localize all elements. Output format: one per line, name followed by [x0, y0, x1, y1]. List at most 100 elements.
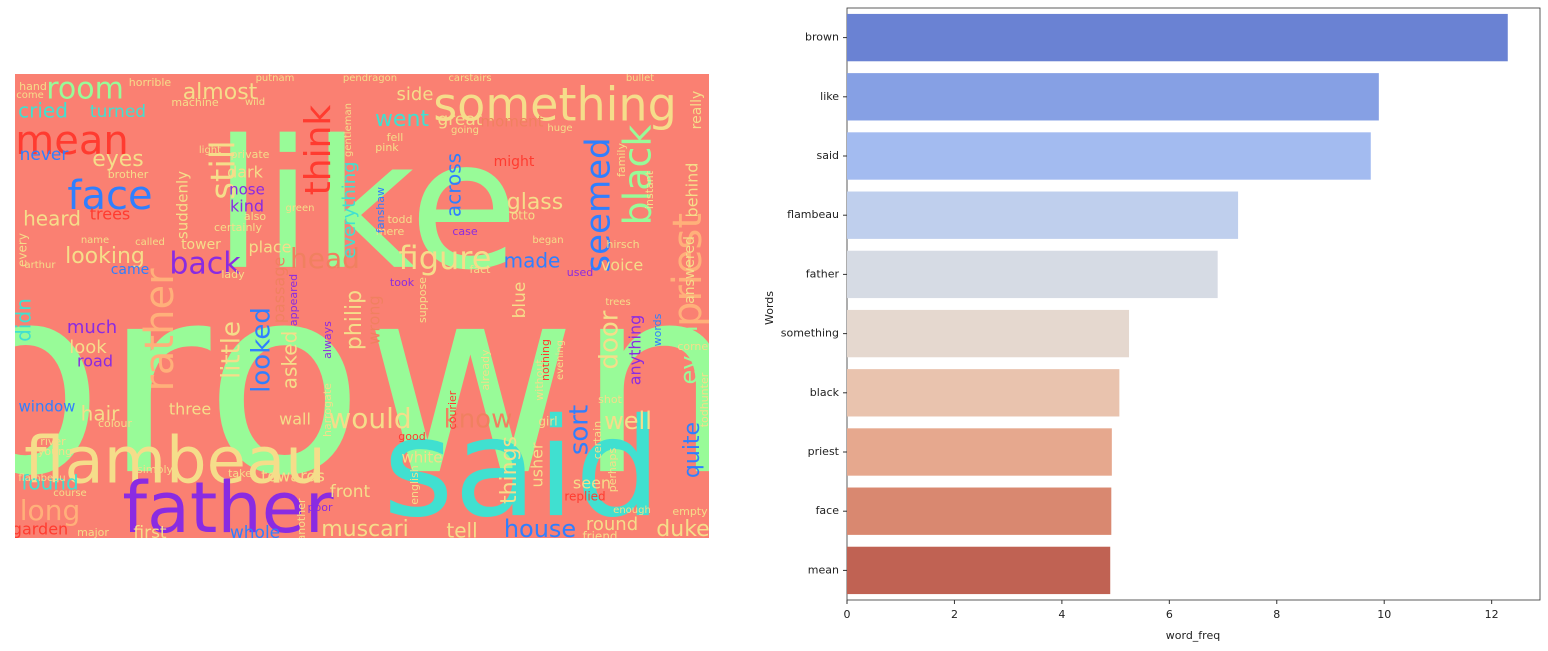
- word-cloud-word: huge: [547, 123, 572, 134]
- word-cloud-word: tell: [446, 519, 477, 539]
- bars-group: [847, 13, 1508, 595]
- word-cloud-word: found: [21, 471, 78, 495]
- word-cloud-word: passage: [270, 257, 289, 323]
- word-cloud-word: never: [20, 145, 69, 165]
- word-cloud-word: almost: [183, 80, 258, 105]
- bar-brown: [847, 13, 1508, 62]
- word-cloud-word: place: [248, 238, 291, 257]
- y-axis-title: Words: [763, 291, 776, 325]
- word-cloud-word: duke: [656, 517, 709, 538]
- word-cloud-word: everything: [339, 161, 360, 258]
- word-cloud-word: without: [533, 359, 546, 401]
- word-cloud-word: heard: [23, 207, 81, 231]
- word-cloud-word: first: [133, 523, 167, 538]
- word-cloud-word: front: [330, 482, 371, 502]
- word-cloud-word: good: [398, 430, 425, 443]
- word-cloud-word: things: [497, 436, 522, 504]
- y-tick-label: flambeau: [787, 208, 839, 221]
- word-cloud-word: going: [451, 125, 479, 136]
- word-cloud-word: wild: [245, 97, 265, 108]
- word-cloud-word: tower: [181, 237, 221, 253]
- word-cloud-word: philip: [342, 290, 367, 350]
- word-cloud-word: family: [615, 143, 628, 177]
- word-cloud-word: hirsch: [606, 238, 639, 251]
- word-cloud-word: usher: [528, 442, 547, 487]
- word-cloud-word: figure: [399, 239, 492, 277]
- x-tick-label: 10: [1377, 608, 1391, 621]
- word-cloud-word: courier: [446, 390, 459, 429]
- word-cloud-word: much: [67, 317, 117, 338]
- word-cloud-word: lady: [221, 268, 245, 281]
- word-cloud-word: todd: [387, 213, 412, 226]
- bar-chart-svg: brown like said flambeau father something blac…: [763, 7, 1541, 642]
- word-cloud-word: came: [111, 262, 150, 278]
- word-cloud-word: english: [408, 465, 421, 505]
- word-cloud-word: nose: [229, 181, 265, 199]
- word-cloud-word: trees: [605, 297, 630, 308]
- word-cloud-word: black: [616, 125, 660, 226]
- bar-mean: [847, 546, 1111, 595]
- word-cloud-word: rather: [137, 268, 183, 392]
- word-cloud-word: priest: [665, 213, 709, 327]
- word-cloud-word: harrogate: [321, 383, 334, 437]
- word-cloud-word: brother: [108, 168, 149, 181]
- word-cloud-word: words: [651, 313, 664, 346]
- word-cloud-word: name: [81, 235, 109, 246]
- word-cloud-word: really: [689, 91, 705, 130]
- y-tick-label: brown: [805, 31, 839, 44]
- word-cloud-word: room: [46, 74, 124, 107]
- y-tick-label: father: [806, 267, 840, 280]
- word-cloud-word: fell: [387, 131, 404, 144]
- word-cloud-word: quite: [680, 422, 705, 478]
- bar-said: [847, 132, 1371, 180]
- word-cloud-word: three: [169, 400, 211, 419]
- word-cloud-word: voice: [601, 256, 643, 275]
- word-cloud-word: towards: [261, 467, 325, 486]
- word-cloud-word: machine: [171, 96, 219, 109]
- word-cloud-word: well: [604, 407, 652, 435]
- word-cloud-word: seemed: [579, 137, 619, 272]
- bar-flambeau: [847, 191, 1239, 239]
- x-tick-label: 4: [1058, 608, 1065, 621]
- bar-like: [847, 73, 1379, 121]
- word-cloud-word: simply: [137, 463, 174, 476]
- word-cloud-word: flambeau: [18, 473, 65, 484]
- word-cloud-word: instant: [643, 170, 656, 209]
- word-cloud-word: already: [479, 349, 492, 391]
- x-tick-labels: 0 2 4 6 8 10 12: [844, 600, 1499, 621]
- word-cloud-background: [15, 74, 709, 538]
- word-cloud-word: across: [442, 153, 466, 217]
- word-cloud-word: used: [567, 266, 593, 279]
- word-cloud-word: even: [675, 326, 703, 385]
- word-cloud-word: carstairs: [448, 74, 491, 84]
- word-cloud-word: looking: [65, 244, 145, 269]
- bar-face: [847, 487, 1112, 535]
- word-cloud-word: called: [135, 237, 165, 248]
- word-cloud-word: empty: [672, 505, 708, 518]
- word-cloud-word: friend: [582, 530, 617, 539]
- word-cloud-word: another: [295, 498, 308, 538]
- word-cloud-word: turned: [90, 102, 146, 122]
- word-cloud-word: moment: [480, 113, 543, 131]
- word-cloud-word: certainly: [214, 221, 262, 234]
- word-cloud-word: brown: [15, 231, 709, 533]
- word-cloud-word: girl: [538, 415, 557, 429]
- word-cloud-word: certain: [591, 421, 604, 459]
- word-cloud-word: look: [69, 337, 107, 358]
- word-cloud-word: white: [401, 449, 442, 467]
- y-tick-label: face: [816, 504, 840, 517]
- x-tick-label: 12: [1485, 608, 1499, 621]
- word-cloud-word: house: [504, 515, 576, 538]
- word-cloud-word: think: [298, 105, 339, 196]
- word-cloud-word: took: [390, 276, 415, 289]
- word-cloud-word: sort: [565, 405, 595, 455]
- word-cloud-word: face: [67, 173, 152, 219]
- word-cloud: brown like said flambeau father something mean…: [15, 74, 709, 538]
- word-cloud-word: fanshaw: [374, 187, 387, 233]
- x-tick-label: 8: [1273, 608, 1280, 621]
- word-cloud-word: glass: [507, 190, 563, 215]
- word-cloud-word: would: [328, 402, 411, 435]
- word-cloud-word: still: [204, 140, 244, 199]
- word-cloud-word: might: [494, 154, 535, 170]
- word-cloud-word: side: [397, 84, 434, 105]
